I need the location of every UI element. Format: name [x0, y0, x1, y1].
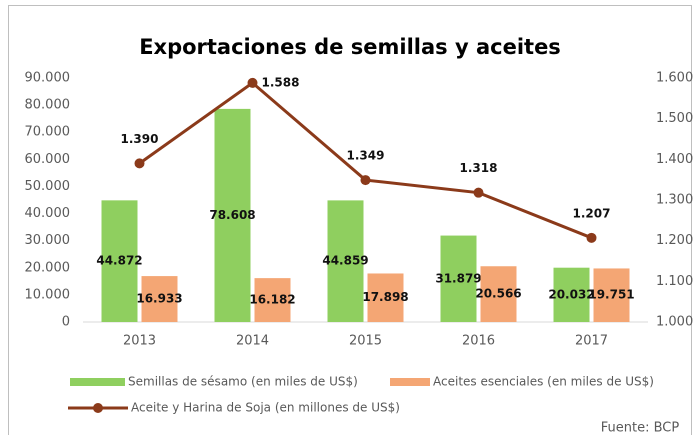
y2-tick-label: 1.200	[656, 233, 693, 248]
bar	[141, 276, 178, 322]
data-label: 44.859	[322, 254, 368, 268]
legend-swatch	[390, 378, 430, 386]
y2-tick-label: 1.100	[656, 274, 693, 289]
bar	[254, 278, 291, 322]
y-tick-label: 80.000	[25, 98, 71, 113]
x-tick-label: 2015	[349, 334, 382, 349]
bar	[553, 267, 590, 322]
data-label: 20.032	[548, 287, 594, 301]
legend-label: Semillas de sésamo (en miles de US$)	[128, 375, 358, 389]
line-point	[247, 77, 258, 88]
legend-swatch	[70, 378, 125, 386]
y-tick-label: 30.000	[25, 233, 71, 248]
y-tick-label: 40.000	[25, 206, 71, 221]
data-label: 31.879	[435, 271, 481, 285]
data-label: 1.207	[573, 206, 611, 220]
data-label: 19.751	[588, 288, 634, 302]
bar	[593, 268, 630, 322]
y-tick-label: 20.000	[25, 260, 71, 275]
x-tick-label: 2016	[462, 334, 495, 349]
source: Fuente: BCP	[601, 421, 680, 435]
bar	[101, 200, 138, 322]
line-point	[134, 158, 145, 169]
data-label: 16.182	[249, 293, 295, 307]
y-tick-label: 60.000	[25, 152, 71, 167]
legend-label: Aceite y Harina de Soja (en millones de …	[131, 401, 400, 415]
y2-tick-label: 1.400	[656, 152, 693, 167]
y2-tick-label: 1.300	[656, 193, 693, 208]
bar	[480, 266, 517, 322]
x-tick-label: 2014	[236, 334, 269, 349]
bar	[214, 108, 251, 322]
data-label: 1.588	[262, 75, 300, 89]
y-tick-label: 70.000	[25, 125, 71, 140]
x-tick-label: 2017	[575, 334, 608, 349]
data-label: 78.608	[209, 208, 255, 222]
data-label: 17.898	[362, 290, 408, 304]
legend-label: Aceites esenciales (en miles de US$)	[433, 375, 654, 389]
data-label: 1.318	[460, 161, 498, 175]
line-point	[586, 232, 597, 243]
y2-tick-label: 1.600	[656, 71, 693, 86]
legend-marker	[93, 403, 103, 413]
y2-tick-label: 1.000	[656, 315, 693, 330]
line-point	[473, 187, 484, 198]
y-tick-label: 50.000	[25, 179, 71, 194]
bar	[367, 273, 404, 322]
data-label: 16.933	[136, 292, 182, 306]
data-label: 1.349	[347, 149, 385, 163]
y-tick-label: 0	[62, 315, 70, 330]
chart-title: Exportaciones de semillas y aceites	[139, 35, 561, 59]
y-tick-label: 90.000	[25, 71, 71, 86]
data-label: 44.872	[96, 254, 142, 268]
bar	[327, 200, 364, 322]
bar	[440, 235, 477, 322]
y-tick-label: 10.000	[25, 287, 71, 302]
data-label: 20.566	[475, 287, 521, 301]
data-label: 1.390	[121, 132, 159, 146]
y2-tick-label: 1.500	[656, 111, 693, 126]
line-point	[360, 175, 371, 186]
x-tick-label: 2013	[123, 334, 156, 349]
